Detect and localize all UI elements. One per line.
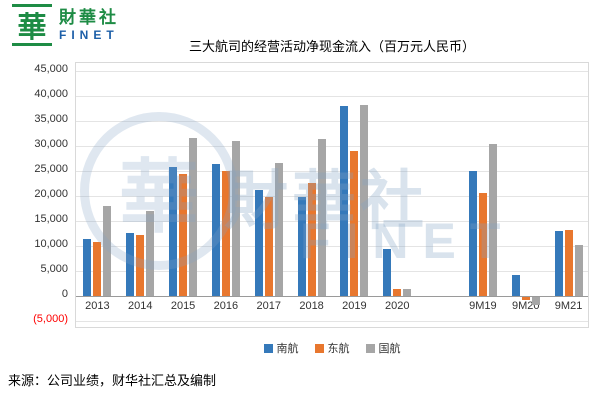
finet-logo-icon: 華	[12, 4, 52, 46]
x-axis-label: 2018	[299, 300, 324, 312]
legend-item-国航: 国航	[365, 340, 401, 356]
legend-label: 东航	[327, 343, 350, 355]
x-axis-label: 2020	[385, 300, 410, 312]
y-axis-label: 30,000	[34, 138, 68, 150]
bar-东航-2017	[265, 197, 273, 296]
x-axis-label: 9M19	[469, 300, 497, 312]
source-note: 来源：公司业绩，财华社汇总及编制	[8, 373, 217, 388]
legend-item-东航: 东航	[314, 340, 350, 356]
bar-东航-2013	[93, 242, 101, 296]
bar-东航-2018	[308, 183, 316, 296]
y-axis-label: 45,000	[34, 63, 68, 75]
legend-item-南航: 南航	[263, 340, 299, 356]
bar-南航-2020	[383, 249, 391, 296]
finet-logo-name-cn: 財華社	[59, 7, 119, 27]
x-axis-label: 9M21	[554, 300, 583, 312]
y-axis-label: 10,000	[34, 238, 68, 250]
bar-国航-2018	[318, 139, 326, 296]
legend: 南航 东航 国航	[75, 340, 589, 356]
finet-logo-name-en: FINET	[59, 28, 119, 43]
bar-南航-2018	[298, 197, 306, 296]
y-axis-label: 25,000	[34, 163, 68, 175]
y-axis-label: 20,000	[34, 188, 68, 200]
y-axis-label: 40,000	[34, 88, 68, 100]
x-axis-label: 2014	[128, 300, 153, 312]
gridline	[76, 246, 588, 247]
bar-国航-2020	[403, 289, 411, 296]
bar-南航-9M20	[512, 275, 520, 296]
plot-area: 2013 2014 2015 2016 2017 2018 2019 2020 9M19 9M20…	[75, 62, 589, 328]
bar-东航-2016	[222, 171, 230, 296]
zero-axis-line	[76, 296, 588, 297]
gridline	[76, 321, 588, 322]
gridline	[76, 121, 588, 122]
y-axis-label: 5,000	[40, 263, 68, 275]
x-axis-label: 2017	[256, 300, 281, 312]
finet-logo: 華 財華社 FINET	[12, 4, 119, 46]
bar-南航-2016	[212, 164, 220, 296]
chart-title: 三大航司的经营活动净现金流入（百万元人民币）	[188, 39, 475, 54]
bar-国航-9M20	[532, 297, 540, 305]
bar-国航-9M19	[489, 144, 497, 296]
x-axis-label: 9M20	[511, 300, 540, 312]
bar-南航-2017	[255, 190, 263, 296]
gridline	[76, 96, 588, 97]
bar-国航-2019	[360, 105, 368, 296]
finet-logo-text: 財華社 FINET	[59, 7, 119, 43]
y-axis-label: 15,000	[34, 213, 68, 225]
bar-国航-2014	[146, 211, 154, 296]
gridline	[76, 221, 588, 222]
bar-东航-2020	[393, 289, 401, 296]
legend-label: 国航	[378, 343, 401, 355]
bar-南航-2019	[340, 106, 348, 296]
x-axis-label: 2013	[85, 300, 110, 312]
y-axis-label: 35,000	[34, 113, 68, 125]
bar-国航-2013	[103, 206, 111, 296]
gridline	[76, 146, 588, 147]
gridline	[76, 271, 588, 272]
gridline	[76, 171, 588, 172]
bar-国航-2015	[189, 138, 197, 296]
bar-东航-2019	[350, 151, 358, 296]
legend-swatch	[314, 343, 324, 353]
bar-国航-2016	[232, 141, 240, 296]
bar-东航-2015	[179, 174, 187, 296]
bar-南航-9M19	[469, 171, 477, 296]
x-axis-label: 2019	[342, 300, 367, 312]
legend-label: 南航	[276, 343, 299, 355]
bar-东航-9M21	[565, 230, 573, 296]
gridline	[76, 196, 588, 197]
bar-南航-2015	[169, 167, 177, 296]
y-axis-label: (5,000)	[33, 313, 68, 325]
bar-南航-2013	[83, 239, 91, 296]
y-axis-label: 0	[61, 288, 68, 300]
bar-国航-2017	[275, 163, 283, 296]
legend-swatch	[365, 343, 375, 353]
bar-东航-9M19	[479, 193, 487, 296]
bar-南航-2014	[126, 233, 134, 296]
bar-东航-2014	[136, 235, 144, 296]
x-axis-label: 2016	[213, 300, 239, 312]
bar-东航-9M20	[522, 297, 530, 300]
bar-南航-9M21	[555, 231, 563, 296]
x-axis-label: 2015	[170, 300, 196, 312]
bar-国航-9M21	[575, 245, 583, 296]
gridline	[76, 71, 588, 72]
legend-swatch	[263, 343, 273, 353]
